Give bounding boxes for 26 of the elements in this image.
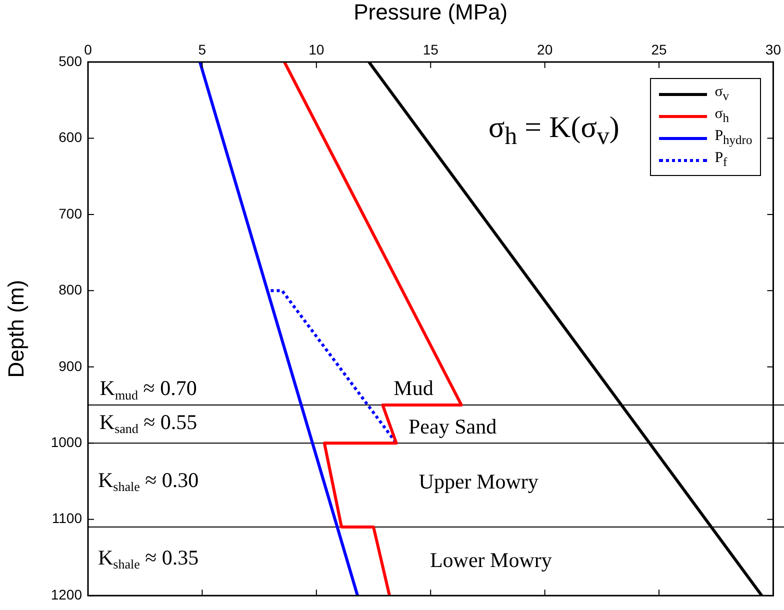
- y-tick-label: 600: [58, 129, 82, 146]
- x-tick-label: 0: [84, 41, 92, 58]
- x-tick-label: 5: [198, 41, 206, 58]
- annotation: Upper Mowry: [418, 470, 539, 494]
- y-tick-label: 900: [58, 358, 82, 374]
- annotation: Mud: [394, 376, 434, 400]
- y-tick-label: 700: [58, 205, 82, 222]
- x-tick-label: 20: [537, 41, 553, 58]
- x-tick-label: 30: [765, 41, 782, 58]
- legend-label: σ$_{v}$: [714, 84, 730, 104]
- x-tick-label: 10: [308, 41, 324, 58]
- x-tick-label: 15: [422, 41, 439, 58]
- legend-label: P$_{f}$: [714, 150, 728, 170]
- y-tick-label: 1100: [52, 510, 82, 526]
- legend-label: P$_{hydro}$: [714, 128, 752, 148]
- x-axis-title: Pressure (MPa): [354, 0, 508, 24]
- x-tick-label: 25: [651, 41, 668, 58]
- annotation: Lower Mowry: [430, 548, 552, 572]
- legend-label: σ$_{h}$: [714, 106, 730, 126]
- y-tick-label: 500: [58, 52, 82, 69]
- y-tick-label: 1000: [50, 434, 82, 450]
- y-axis-title: Depth (m): [3, 280, 28, 378]
- y-tick-label: 1200: [50, 586, 82, 602]
- annotation: Peay Sand: [408, 414, 498, 439]
- y-tick-label: 800: [58, 282, 82, 298]
- annotation: σ$_{h}$ = K(σ$_{v}$): [488, 111, 620, 152]
